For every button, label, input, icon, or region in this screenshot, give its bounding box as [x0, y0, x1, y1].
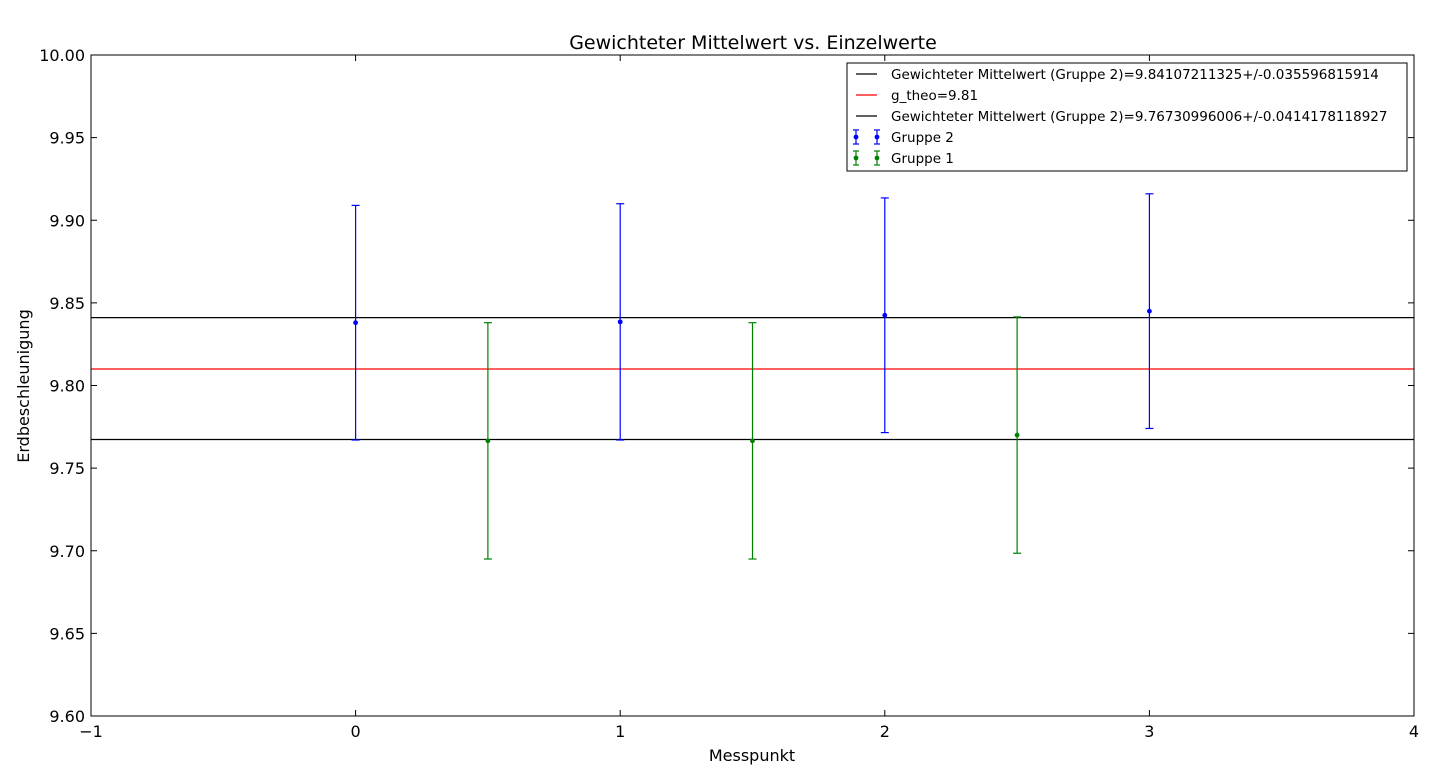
- x-tick-label-5: 4: [1409, 722, 1419, 741]
- axis-ticks: −1 0 1 2 3 4 9.60 9.65 9.70 9.75 9.80 9.85 9.90 9.95 1…: [39, 46, 1419, 741]
- y-tick-label-5: 9.85: [49, 294, 85, 313]
- legend-label-hline-1: g_theo=9.81: [891, 88, 978, 104]
- y-tick-label-0: 9.60: [49, 707, 85, 726]
- legend-swatch-point-series1-1: [874, 155, 880, 161]
- y-tick-label-3: 9.75: [49, 459, 85, 478]
- legend-label-hline-0: Gewichteter Mittelwert (Gruppe 2)=9.8410…: [891, 67, 1379, 83]
- x-tick-label-1: 0: [351, 722, 361, 741]
- data-point-series1-0: [485, 438, 491, 444]
- legend-swatch-point-series0-1: [874, 134, 880, 140]
- y-tick-label-8: 10.00: [39, 46, 85, 65]
- x-axis-label: Messpunkt: [709, 746, 795, 765]
- legend-label-hline-2: Gewichteter Mittelwert (Gruppe 2)=9.7673…: [891, 109, 1387, 125]
- y-axis-label: Erdbeschleunigung: [14, 309, 33, 462]
- x-tick-label-4: 3: [1144, 722, 1154, 741]
- plot-area: [91, 193, 1414, 560]
- data-point-series0-0: [353, 320, 358, 326]
- x-tick-label-2: 1: [615, 722, 625, 741]
- legend-swatch-point-series0-0: [853, 134, 859, 140]
- chart-title: Gewichteter Mittelwert vs. Einzelwerte: [569, 32, 937, 54]
- data-point-series1-1: [750, 438, 755, 444]
- y-tick-label-4: 9.80: [49, 377, 85, 396]
- legend-swatch-point-series1-0: [853, 155, 859, 161]
- legend: Gewichteter Mittelwert (Gruppe 2)=9.8410…: [846, 62, 1408, 172]
- y-tick-label-6: 9.90: [49, 211, 85, 230]
- data-point-series1-2: [1014, 432, 1020, 438]
- data-point-series0-1: [617, 319, 623, 325]
- legend-box: [846, 62, 1408, 172]
- x-tick-label-3: 2: [880, 722, 890, 741]
- y-tick-label-2: 9.70: [49, 542, 85, 561]
- data-point-series0-3: [1147, 308, 1152, 314]
- y-tick-label-7: 9.95: [49, 129, 85, 148]
- data-point-series0-2: [882, 312, 888, 318]
- legend-label-series-0: Gruppe 2: [891, 130, 954, 146]
- legend-label-series-1: Gruppe 1: [891, 151, 954, 167]
- x-tick-label-0: −1: [79, 722, 103, 741]
- y-tick-label-1: 9.65: [49, 624, 85, 643]
